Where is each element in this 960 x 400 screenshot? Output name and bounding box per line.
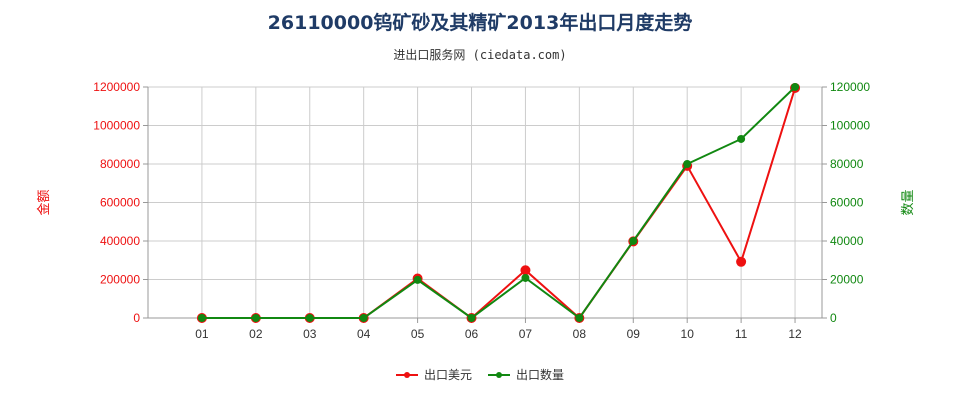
x-tick-label: 09: [627, 327, 641, 341]
x-tick-label: 04: [357, 327, 371, 341]
left-tick-label: 0: [133, 311, 140, 325]
x-tick-label: 10: [681, 327, 695, 341]
legend-label: 出口数量: [516, 367, 564, 382]
point-export-quantity: [521, 273, 530, 282]
right-tick-label: 120000: [830, 80, 870, 94]
left-tick-label: 1000000: [93, 119, 140, 133]
point-export-quantity: [737, 134, 746, 143]
chart-title: 26110000钨矿砂及其精矿2013年出口月度走势: [267, 12, 693, 34]
left-tick-label: 600000: [100, 196, 140, 210]
x-tick-label: 12: [788, 327, 802, 341]
point-export-quantity: [629, 237, 638, 245]
right-tick-label: 60000: [830, 196, 864, 210]
legend: 出口美元 出口数量: [396, 367, 564, 382]
left-tick-label: 1200000: [93, 80, 140, 94]
point-export-quantity: [683, 160, 692, 168]
x-tick-label: 11: [735, 327, 748, 341]
series-layer: [196, 82, 801, 323]
axes-layer: 0 0 200000 20000 400000 40000 600000 60000 80000…: [36, 80, 916, 341]
left-tick-label: 800000: [100, 157, 140, 171]
point-export-quantity: [575, 314, 584, 322]
x-tick-label: 03: [303, 327, 317, 341]
point-export-usd: [736, 256, 747, 267]
point-export-quantity: [359, 314, 368, 322]
point-export-quantity: [467, 314, 476, 322]
x-tick-label: 07: [519, 327, 533, 341]
legend-label: 出口美元: [424, 368, 472, 382]
left-axis-title: 金额: [36, 189, 52, 215]
x-tick-label: 01: [195, 327, 209, 341]
right-axis-title: 数量: [901, 189, 916, 215]
x-tick-label: 02: [249, 327, 263, 341]
legend-marker: [496, 372, 502, 378]
x-tick-label: 06: [465, 327, 479, 341]
point-export-usd: [520, 265, 531, 276]
right-tick-label: 0: [830, 311, 837, 325]
right-tick-label: 20000: [830, 273, 864, 287]
x-tick-label: 05: [411, 327, 425, 341]
x-tick-label: 08: [573, 327, 587, 341]
point-export-quantity: [251, 314, 260, 322]
point-export-quantity: [791, 83, 800, 91]
right-tick-label: 100000: [830, 119, 870, 133]
point-export-quantity: [413, 275, 422, 284]
right-tick-label: 40000: [830, 234, 864, 248]
chart-subtitle: 进出口服务网 (ciedata.com): [393, 48, 567, 62]
left-tick-label: 200000: [100, 273, 140, 287]
point-export-quantity: [197, 314, 206, 322]
grid-layer: [148, 86, 822, 319]
left-tick-label: 400000: [100, 234, 140, 248]
series-line-export-quantity: [201, 86, 796, 320]
legend-marker: [404, 372, 410, 378]
point-export-quantity: [305, 314, 314, 322]
right-tick-label: 80000: [830, 157, 864, 171]
